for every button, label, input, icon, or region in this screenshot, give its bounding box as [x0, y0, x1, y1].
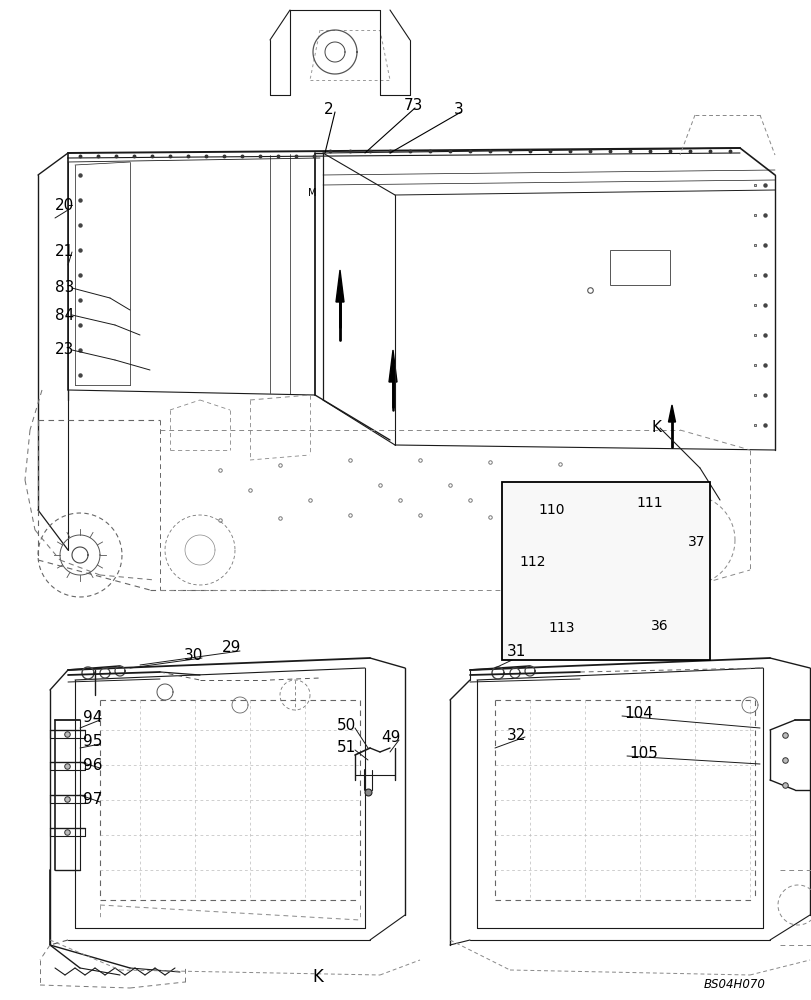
- Text: 50: 50: [337, 718, 356, 734]
- Text: 21: 21: [55, 244, 74, 259]
- Text: K: K: [651, 420, 661, 436]
- Polygon shape: [336, 270, 344, 302]
- Text: 23: 23: [55, 342, 75, 358]
- Text: 112: 112: [518, 555, 545, 569]
- Text: 36: 36: [650, 619, 667, 633]
- Text: 37: 37: [687, 535, 705, 549]
- Text: 94: 94: [83, 710, 102, 726]
- Text: BS04H070: BS04H070: [703, 978, 765, 990]
- Text: 31: 31: [506, 644, 526, 658]
- Text: 20: 20: [55, 198, 74, 213]
- Polygon shape: [667, 405, 675, 422]
- Text: 96: 96: [83, 758, 102, 774]
- Text: 29: 29: [221, 641, 241, 656]
- Text: 111: 111: [635, 496, 662, 510]
- Bar: [609, 250, 669, 285]
- Text: 30: 30: [184, 648, 203, 662]
- Text: 49: 49: [380, 730, 400, 744]
- Text: 3: 3: [453, 103, 463, 117]
- Text: 97: 97: [83, 792, 102, 808]
- Text: 2: 2: [324, 103, 333, 117]
- Bar: [501, 482, 709, 660]
- Text: 95: 95: [83, 734, 102, 750]
- Polygon shape: [388, 350, 397, 382]
- Text: M: M: [307, 188, 315, 198]
- Text: 73: 73: [403, 99, 423, 113]
- Text: 113: 113: [547, 621, 574, 635]
- Text: 104: 104: [623, 706, 652, 722]
- Text: 51: 51: [337, 740, 356, 756]
- Text: 84: 84: [55, 308, 74, 322]
- Text: K: K: [312, 968, 323, 986]
- Text: 83: 83: [55, 280, 75, 296]
- Text: 110: 110: [538, 503, 564, 517]
- Text: 32: 32: [506, 728, 526, 742]
- Text: 105: 105: [629, 746, 657, 762]
